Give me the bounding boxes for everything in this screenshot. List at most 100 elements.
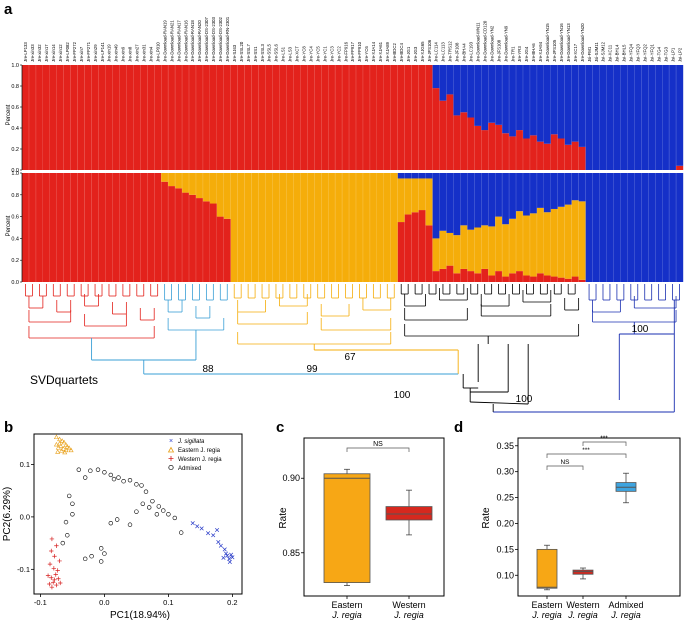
sample-label: Jre-YC5 bbox=[315, 46, 320, 62]
sample-label: Jre-SS1 bbox=[253, 46, 258, 62]
box-x-label: Eastern bbox=[531, 600, 562, 610]
structure-bar-k2-blue bbox=[446, 65, 454, 95]
structure-bar-k3-blue bbox=[529, 173, 538, 214]
structure-bar-k3-orange bbox=[564, 204, 572, 279]
structure-bar-k3-red bbox=[56, 173, 64, 282]
structure-bar-k3-orange bbox=[188, 173, 197, 195]
sample-label: Jsi-TG4 bbox=[656, 46, 661, 62]
structure-bar-k2-blue bbox=[592, 65, 600, 170]
pca-point-eastern bbox=[64, 443, 70, 449]
structure-bar-k3-blue bbox=[460, 173, 468, 226]
sample-label: Jre-Download-RAN21 bbox=[169, 20, 174, 62]
pca-point-western bbox=[57, 558, 62, 564]
structure-bar-k2-red bbox=[349, 65, 357, 170]
structure-bar-k2-red bbox=[460, 112, 468, 170]
structure-bar-k2-red bbox=[140, 65, 148, 170]
sample-label: Jre-Download-DS-2303 bbox=[211, 16, 216, 62]
structure-plot-k3 bbox=[21, 173, 684, 282]
sample-label: Jre-SSL20 bbox=[239, 41, 244, 62]
structure-bar-k2-red bbox=[321, 65, 329, 170]
pca-point-sigillata bbox=[227, 556, 232, 561]
structure-bar-k2-red bbox=[383, 65, 391, 170]
structure-bar-k2-red bbox=[119, 65, 127, 170]
structure-bar-k3-orange bbox=[335, 173, 343, 282]
structure-bar-k2-blue bbox=[606, 65, 614, 170]
structure-bar-k3-orange bbox=[376, 173, 385, 282]
structure-y-tick-label: 0.6 bbox=[11, 215, 19, 221]
sample-label: Jre-xin7 bbox=[79, 46, 84, 62]
structure-bar-k3-orange bbox=[488, 226, 496, 276]
structure-bar-k3-red bbox=[133, 173, 141, 282]
pca-point-sigillata bbox=[223, 551, 229, 556]
pca-point-admixed bbox=[66, 493, 72, 499]
structure-bar-k2-red bbox=[502, 133, 510, 170]
structure-bar-k2-red bbox=[564, 144, 572, 170]
structure-bar-k3-red bbox=[522, 275, 531, 282]
structure-bar-k3-red bbox=[516, 271, 524, 282]
structure-bar-k3-red bbox=[195, 198, 204, 282]
structure-y-tick-label: 0.0 bbox=[11, 168, 19, 174]
pca-point-admixed bbox=[98, 559, 104, 564]
structure-bar-k2-red bbox=[63, 65, 71, 170]
sample-label: Jsi-YFQ4 bbox=[629, 43, 634, 62]
structure-bar-k3-orange bbox=[342, 173, 350, 282]
sample-label: Jre-XJG65 bbox=[420, 41, 425, 62]
structure-bar-k3-orange bbox=[244, 173, 252, 282]
pca-scatter-panel: -0.1 0.0 0.1 0.2 -0.1 0.0 0.1 PC1(18.94%) PC2(… bbox=[2, 433, 243, 621]
structure-bar-k3-blue bbox=[669, 173, 677, 282]
sample-label: Jre-XCT bbox=[295, 46, 300, 62]
pca-point-western bbox=[54, 582, 59, 588]
pca-point-western bbox=[52, 577, 57, 583]
structure-bar-k2-red bbox=[376, 65, 385, 170]
structure-bar-k3-orange bbox=[223, 173, 231, 219]
significance-label: NS bbox=[373, 441, 383, 448]
structure-bar-k3-orange bbox=[328, 173, 336, 282]
pca-point-admixed bbox=[172, 515, 178, 521]
structure-bar-k2-blue bbox=[634, 65, 642, 170]
structure-bar-k2-blue bbox=[571, 65, 579, 142]
structure-bar-k3-orange bbox=[453, 235, 461, 274]
structure-bar-k3-orange bbox=[182, 173, 190, 193]
pca-point-western bbox=[54, 543, 59, 548]
structure-bar-k3-orange bbox=[425, 178, 433, 226]
structure-bar-k3-red bbox=[425, 225, 433, 282]
structure-bar-k2-red bbox=[307, 65, 315, 170]
structure-bar-k3-red bbox=[481, 268, 489, 282]
structure-bar-k2-red bbox=[495, 124, 503, 170]
structure-bar-k3-orange bbox=[202, 173, 211, 202]
pca-x-axis-label: PC1(18.94%) bbox=[110, 610, 170, 621]
structure-bar-k3-blue bbox=[425, 173, 433, 179]
structure-bar-k3-orange bbox=[411, 178, 419, 213]
structure-bar-k2-red bbox=[481, 130, 489, 170]
sample-label: Jre-YC6 bbox=[364, 46, 369, 62]
significance-bracket bbox=[582, 441, 627, 446]
structure-y-tick-label: 0.4 bbox=[11, 236, 19, 242]
structure-bar-k3-orange bbox=[195, 173, 204, 199]
pca-plot-frame bbox=[33, 433, 243, 595]
structure-bar-k3-red bbox=[418, 210, 426, 282]
pca-point-admixed bbox=[63, 519, 69, 525]
structure-bar-k3-blue bbox=[488, 173, 496, 227]
pca-point-sigillata bbox=[214, 527, 220, 533]
sample-label: Jre-YR3 bbox=[517, 46, 522, 62]
structure-bar-k2-red bbox=[516, 130, 524, 170]
structure-bar-k2-red bbox=[390, 65, 398, 170]
pca-point-eastern bbox=[53, 441, 59, 447]
sample-label: Jre-Download-RAN20 bbox=[197, 20, 202, 62]
sample-label: Jre-Download-YN9 bbox=[503, 25, 508, 62]
structure-bar-k3-blue bbox=[474, 173, 482, 228]
structure-bar-k2-blue bbox=[502, 65, 510, 134]
sample-label: Jre-Download-CD120 bbox=[482, 20, 487, 62]
boxplot-c-y-axis-label: Rate bbox=[278, 507, 289, 529]
structure-bar-k3-blue bbox=[641, 173, 649, 282]
structure-bar-k2-blue bbox=[495, 65, 503, 125]
structure-bar-k3-red bbox=[216, 216, 224, 282]
panel-letter-b: b bbox=[4, 419, 13, 436]
structure-bar-k2-blue bbox=[655, 65, 663, 170]
structure-bar-k2-red bbox=[300, 65, 308, 170]
sample-label: Jre-FP917 bbox=[350, 41, 355, 62]
sample-label: Jsi-SJM11 bbox=[594, 42, 599, 62]
structure-bar-k2-red bbox=[342, 65, 350, 170]
